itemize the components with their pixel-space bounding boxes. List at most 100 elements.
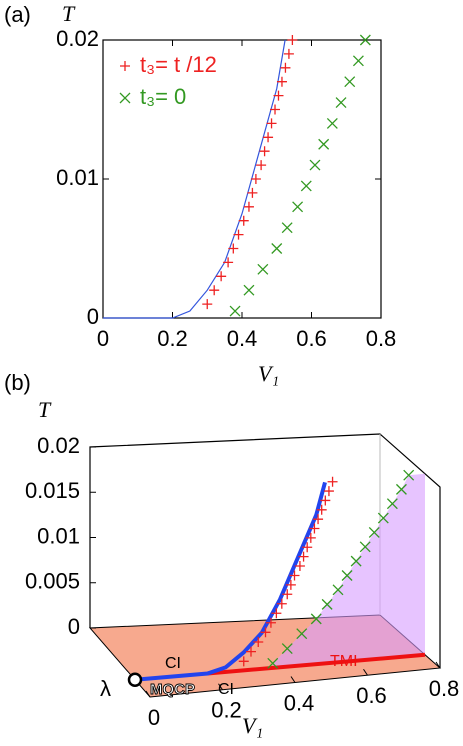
- marker: [298, 551, 309, 562]
- marker: [335, 97, 347, 109]
- marker: [270, 104, 281, 115]
- marker: [282, 589, 293, 600]
- marker: [247, 187, 258, 198]
- marker: [246, 646, 256, 657]
- x-tick: [290, 676, 296, 683]
- marker: [209, 285, 220, 296]
- x-tick-label: 0.6: [356, 683, 387, 708]
- annotation: TMI: [330, 653, 358, 670]
- marker: [309, 523, 320, 534]
- marker: [359, 34, 371, 46]
- y-tick-label: 0.02: [37, 433, 80, 458]
- marker: [368, 526, 380, 538]
- marker: [276, 598, 287, 609]
- marker: [243, 201, 254, 212]
- x-tick-label: 0.4: [227, 326, 258, 351]
- tmi-boundary: [207, 652, 426, 676]
- marker: [350, 555, 362, 567]
- marker: [238, 215, 249, 226]
- x-axis-label: V₁: [242, 713, 263, 738]
- marker: [313, 514, 324, 525]
- x-axis-label: V₁: [258, 361, 279, 386]
- x-tick-label: 0: [97, 326, 109, 351]
- legend-marker: [119, 92, 131, 104]
- marker: [285, 579, 296, 590]
- marker: [243, 284, 255, 296]
- marker: [256, 160, 267, 171]
- x-tick: [363, 668, 368, 676]
- marker: [276, 76, 287, 87]
- y-tick-label: 0: [68, 614, 80, 639]
- marker: [260, 627, 271, 638]
- y-axis-label: T: [38, 397, 52, 422]
- marker: [281, 643, 293, 654]
- marker: [302, 542, 313, 553]
- marker: [250, 174, 261, 184]
- marker: [309, 159, 321, 171]
- marker: [202, 299, 213, 310]
- marker: [300, 180, 312, 192]
- y-tick-label: 0.005: [25, 569, 80, 594]
- marker: [281, 222, 293, 234]
- panel-label: (b): [4, 370, 31, 395]
- x-tick: [145, 690, 151, 698]
- marker: [266, 118, 277, 129]
- y-tick-label: 0.02: [56, 26, 99, 51]
- z-axis-label: λ: [100, 676, 111, 701]
- marker: [265, 617, 276, 628]
- marker: [257, 263, 269, 275]
- x-tick: [435, 661, 441, 669]
- y-tick-label: 0: [87, 304, 99, 329]
- marker: [332, 584, 344, 596]
- marker: [316, 504, 327, 515]
- annotation: CI: [218, 681, 234, 698]
- marker: [289, 570, 300, 581]
- marker: [341, 570, 353, 581]
- marker: [229, 305, 241, 317]
- marker: [253, 636, 264, 647]
- marker: [271, 243, 283, 254]
- marker: [359, 541, 371, 553]
- x-tick-label: 0.8: [429, 676, 460, 701]
- marker: [296, 628, 308, 640]
- marker: [263, 132, 274, 143]
- x-tick-label: 0.8: [366, 326, 397, 351]
- legend-label: t₃= t /12: [140, 52, 217, 77]
- legend-marker: [120, 61, 130, 71]
- marker: [320, 495, 331, 506]
- marker: [395, 483, 407, 495]
- marker: [271, 608, 282, 619]
- x-tick: [218, 683, 223, 691]
- marker: [386, 498, 398, 510]
- marker: [294, 560, 305, 571]
- marker: [326, 117, 338, 129]
- annotation: MQCP: [150, 681, 195, 698]
- marker: [305, 532, 316, 543]
- marker: [403, 469, 415, 481]
- marker: [283, 48, 294, 59]
- marker: [377, 512, 389, 524]
- panel-label: (a): [4, 2, 31, 27]
- plot-frame: [102, 39, 382, 319]
- critical-point: [127, 672, 143, 687]
- marker: [318, 138, 330, 150]
- x-tick-label: 0.2: [157, 326, 188, 351]
- marker: [238, 656, 249, 667]
- marker: [259, 146, 270, 157]
- marker: [323, 486, 334, 497]
- marker: [228, 243, 239, 254]
- y-axis-label: T: [62, 1, 76, 26]
- annotation: CI: [165, 655, 181, 672]
- marker: [352, 55, 364, 67]
- y-tick-label: 0.015: [25, 478, 80, 503]
- marker: [223, 257, 234, 268]
- marker: [273, 90, 284, 101]
- marker: [280, 62, 291, 73]
- marker: [327, 476, 338, 487]
- y-tick-label: 0.01: [37, 523, 80, 548]
- x-tick-label: 0.2: [211, 698, 242, 723]
- y-tick-label: 0.01: [56, 165, 99, 190]
- x-tick-label: 0: [148, 705, 160, 730]
- marker: [287, 35, 298, 45]
